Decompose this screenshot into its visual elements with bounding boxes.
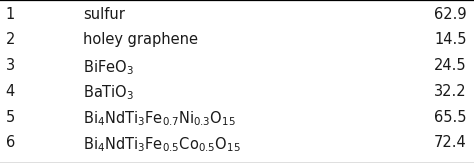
Text: $\mathrm{Bi_4NdTi_3Fe_{0.7}Ni_{0.3}O_{15}}$: $\mathrm{Bi_4NdTi_3Fe_{0.7}Ni_{0.3}O_{15… (83, 110, 236, 128)
Text: 5: 5 (6, 110, 15, 125)
Text: 24.5: 24.5 (434, 58, 467, 73)
Text: 2: 2 (6, 32, 15, 47)
Text: sulfur: sulfur (83, 7, 125, 22)
Text: 14.5: 14.5 (434, 32, 467, 47)
Text: $\mathrm{BiFeO_3}$: $\mathrm{BiFeO_3}$ (83, 58, 134, 77)
Text: holey graphene: holey graphene (83, 32, 198, 47)
Text: 6: 6 (6, 135, 15, 150)
Text: 32.2: 32.2 (434, 84, 467, 99)
Text: 3: 3 (6, 58, 15, 73)
Text: $\mathrm{Bi_4NdTi_3Fe_{0.5}Co_{0.5}O_{15}}$: $\mathrm{Bi_4NdTi_3Fe_{0.5}Co_{0.5}O_{15… (83, 135, 241, 154)
Text: 1: 1 (6, 7, 15, 22)
Text: 65.5: 65.5 (434, 110, 467, 125)
Text: 62.9: 62.9 (434, 7, 467, 22)
Text: 72.4: 72.4 (434, 135, 467, 150)
Text: $\mathrm{BaTiO_3}$: $\mathrm{BaTiO_3}$ (83, 84, 134, 103)
Text: 4: 4 (6, 84, 15, 99)
